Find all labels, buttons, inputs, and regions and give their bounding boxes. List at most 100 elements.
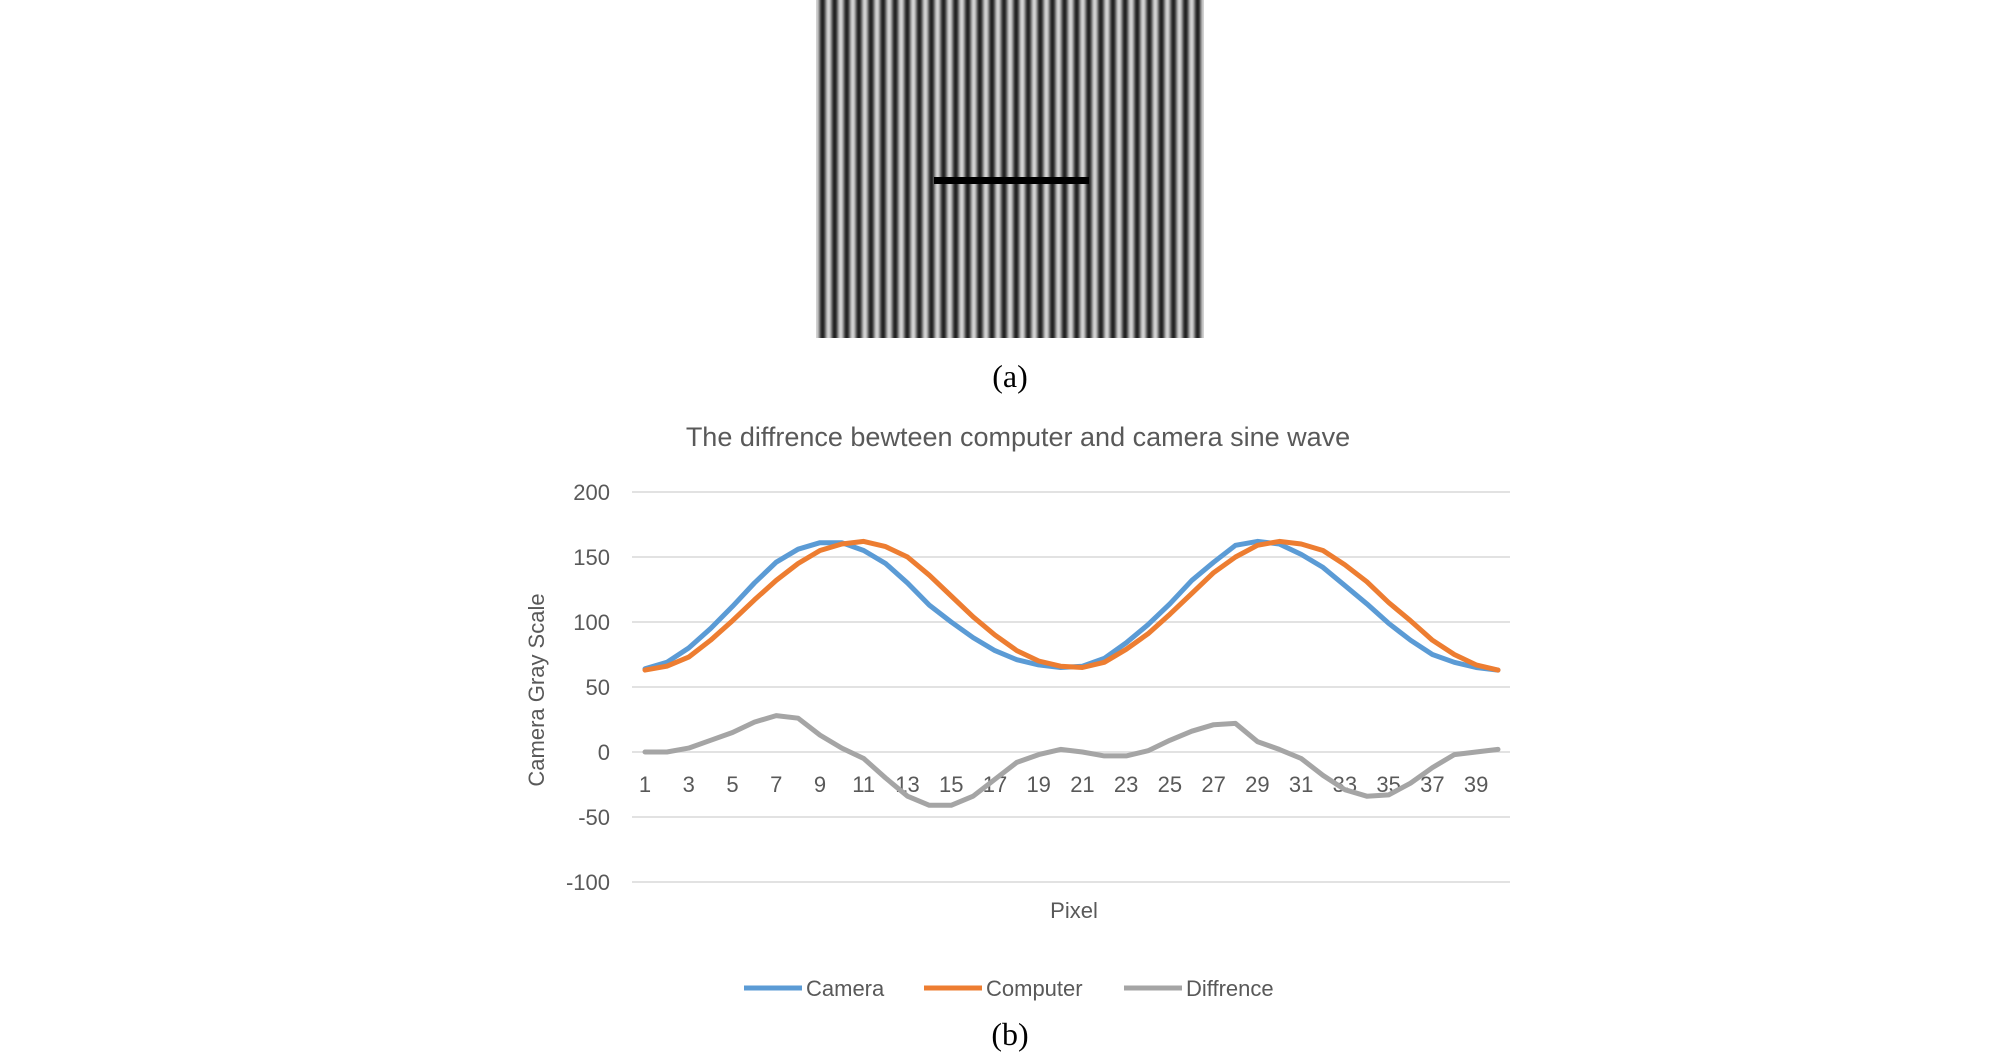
fringe-column — [1129, 0, 1131, 338]
fringe-column — [1064, 0, 1066, 338]
fringe-column — [1004, 0, 1006, 338]
fringe-column — [986, 0, 988, 338]
fringe-column — [1071, 0, 1073, 338]
fringe-column — [1088, 0, 1090, 338]
fringe-column — [1030, 0, 1032, 338]
fringe-column — [914, 0, 916, 338]
fringe-column — [1031, 0, 1033, 338]
fringe-column — [872, 0, 874, 338]
fringe-column — [973, 0, 975, 338]
fringe-column — [880, 0, 882, 338]
fringe-column — [970, 0, 972, 338]
fringe-column — [921, 0, 923, 338]
fringe-column — [981, 0, 983, 338]
fringe-column — [876, 0, 878, 338]
fringe-column — [825, 0, 827, 338]
fringe-column — [1197, 0, 1199, 338]
fringe-column — [1009, 0, 1011, 338]
fringe-column — [1138, 0, 1140, 338]
fringe-column — [998, 0, 1000, 338]
fringe-column — [1077, 0, 1079, 338]
y-tick-label: -100 — [566, 870, 610, 895]
fringe-column — [1156, 0, 1158, 338]
fringe-column — [1066, 0, 1068, 338]
x-tick-label: 3 — [683, 772, 695, 797]
fringe-column — [862, 0, 864, 338]
fringe-column — [935, 0, 937, 338]
fringe-column — [836, 0, 838, 338]
fringe-column — [955, 0, 957, 338]
fringe-column — [1157, 0, 1159, 338]
fringe-column — [953, 0, 955, 338]
fringe-column — [927, 0, 929, 338]
fringe-column — [994, 0, 996, 338]
fringe-column — [958, 0, 960, 338]
fringe-column — [841, 0, 843, 338]
fringe-column — [1091, 0, 1093, 338]
fringe-column — [1040, 0, 1042, 338]
fringe-column — [820, 0, 822, 338]
fringe-column — [1116, 0, 1118, 338]
fringe-column — [950, 0, 952, 338]
fringe-column — [1033, 0, 1035, 338]
fringe-column — [1136, 0, 1138, 338]
fringe-column — [1001, 0, 1003, 338]
fringe-column — [1165, 0, 1167, 338]
fringe-column — [907, 0, 909, 338]
fringe-column — [933, 0, 935, 338]
fringe-column — [1120, 0, 1122, 338]
x-tick-label: 5 — [726, 772, 738, 797]
fringe-column — [966, 0, 968, 338]
fringe-column — [1121, 0, 1123, 338]
fringe-column — [894, 0, 896, 338]
fringe-column — [929, 0, 931, 338]
fringe-column — [937, 0, 939, 338]
x-tick-label: 1 — [639, 772, 651, 797]
fringe-column — [892, 0, 894, 338]
fringe-column — [1051, 0, 1053, 338]
fringe-column — [1125, 0, 1127, 338]
fringe-column — [1192, 0, 1194, 338]
fringe-column — [1143, 0, 1145, 338]
fringe-column — [938, 0, 940, 338]
x-tick-label: 15 — [939, 772, 963, 797]
fringe-column — [1133, 0, 1135, 338]
fringe-column — [1007, 0, 1009, 338]
fringe-column — [990, 0, 992, 338]
sine-wave-line-chart: The diffrence bewteen computer and camer… — [524, 422, 1510, 1001]
fringe-column — [1092, 0, 1094, 338]
fringe-column — [840, 0, 842, 338]
fringe-column — [1062, 0, 1064, 338]
fringe-column — [1131, 0, 1133, 338]
fringe-column — [830, 0, 832, 338]
fringe-column — [1171, 0, 1173, 338]
fringe-column — [1081, 0, 1083, 338]
fringe-column — [833, 0, 835, 338]
gridlines — [632, 491, 1510, 883]
fringe-column — [1041, 0, 1043, 338]
fringe-column — [866, 0, 868, 338]
fringe-column — [1025, 0, 1027, 338]
fringe-column — [1179, 0, 1181, 338]
fringe-column — [875, 0, 877, 338]
fringe-column — [1159, 0, 1161, 338]
fringe-column — [1037, 0, 1039, 338]
fringe-column — [934, 0, 936, 338]
fringe-column — [1039, 0, 1041, 338]
fringe-column — [847, 0, 849, 338]
fringe-column — [948, 0, 950, 338]
x-tick-label: 31 — [1289, 772, 1313, 797]
fringe-column — [963, 0, 965, 338]
fringe-column — [897, 0, 899, 338]
fringe-column — [1057, 0, 1059, 338]
x-tick-label: 19 — [1026, 772, 1050, 797]
fringe-column — [1085, 0, 1087, 338]
fringe-column — [913, 0, 915, 338]
fringe-column — [1103, 0, 1105, 338]
fringe-column — [877, 0, 879, 338]
fringe-column — [1182, 0, 1184, 338]
fringe-column — [988, 0, 990, 338]
fringe-column — [1155, 0, 1157, 338]
fringe-column — [896, 0, 898, 338]
legend-label: Computer — [986, 976, 1083, 1001]
